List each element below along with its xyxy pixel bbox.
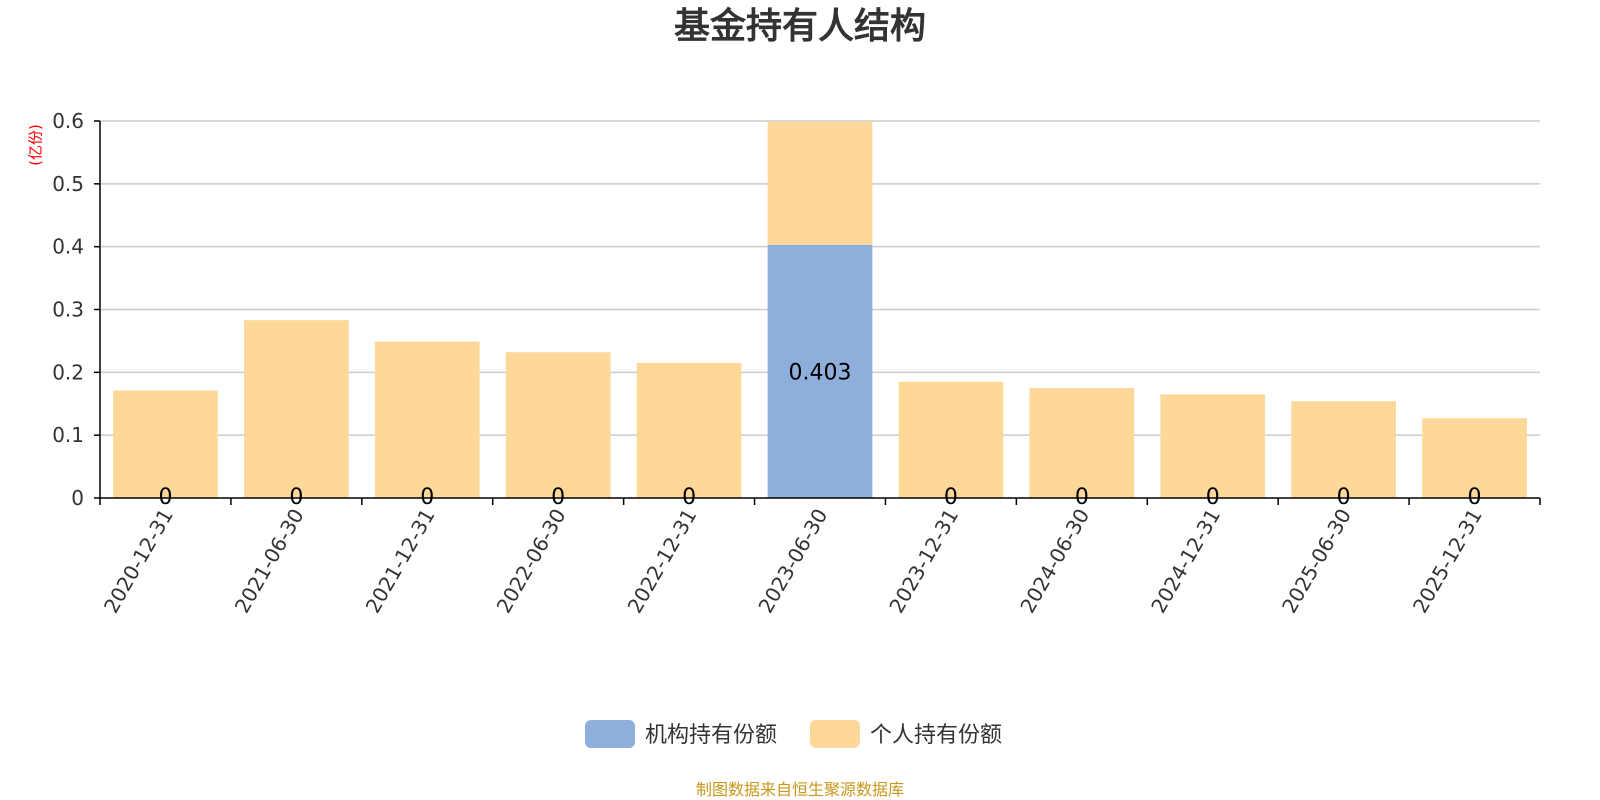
data-label: 0 (551, 485, 565, 510)
y-tick-label: 0.4 (52, 235, 84, 259)
x-tick-label: 2023-12-31 (884, 505, 963, 618)
data-label: 0 (1075, 485, 1089, 510)
data-label: 0 (682, 485, 696, 510)
x-tick-label: 2023-06-30 (753, 505, 832, 618)
y-tick-label: 0.2 (52, 360, 84, 384)
bar-individual-2025-06-30 (1291, 401, 1396, 498)
legend-swatch-institutional[interactable] (585, 720, 635, 748)
x-tick-label: 2024-12-31 (1146, 505, 1225, 618)
y-tick-label: 0.3 (52, 298, 84, 322)
legend-label-institutional: 机构持有份额 (645, 723, 777, 748)
x-tick-label: 2022-06-30 (492, 505, 571, 618)
x-tick-label: 2022-12-31 (623, 505, 702, 618)
chart-title: 基金持有人结构 (674, 5, 926, 47)
bar-individual-2022-06-30 (505, 352, 611, 498)
data-label: 0 (158, 485, 172, 510)
data-label: 0 (1206, 485, 1220, 510)
bar-individual-2022-12-31 (636, 362, 742, 498)
data-label: 0.403 (789, 360, 852, 385)
data-label: 0 (944, 485, 958, 510)
bar-individual-2021-06-30 (244, 320, 349, 498)
y-tick-label: 0.5 (52, 172, 84, 196)
legend-swatch-individual[interactable] (810, 720, 860, 748)
legend-label-individual: 个人持有份额 (870, 723, 1002, 748)
bar-individual-2024-12-31 (1160, 394, 1266, 498)
x-tick-label: 2025-06-30 (1277, 505, 1356, 618)
bar-individual-2021-12-31 (374, 341, 480, 498)
bar-individual-2025-12-31 (1422, 418, 1527, 498)
bar-institutional-2023-06-30 (767, 244, 873, 498)
bar-individual-2024-06-30 (1029, 388, 1135, 498)
data-labels: 0 0 0 0 0 0.403 0 0 0 0 0 (158, 360, 1481, 510)
bar-individual-2020-12-31 (113, 390, 218, 498)
legend: 机构持有份额 个人持有份额 (585, 720, 1002, 748)
data-label: 0 (1468, 485, 1482, 510)
y-tick-label: 0.1 (52, 423, 84, 447)
bar-individual-2023-06-30 (767, 121, 873, 245)
y-tick-label: 0 (71, 486, 84, 510)
x-tick-label: 2024-06-30 (1015, 505, 1094, 618)
bar-individual-2023-12-31 (898, 381, 1004, 498)
bars (113, 121, 1527, 498)
data-label: 0 (420, 485, 434, 510)
x-tick-label: 2020-12-31 (99, 505, 178, 618)
data-label: 0 (1337, 485, 1351, 510)
y-unit-label: (亿份) (27, 124, 45, 166)
data-label: 0 (289, 485, 303, 510)
x-tick-label: 2021-12-31 (361, 504, 440, 617)
source-note: 制图数据来自恒生聚源数据库 (696, 780, 904, 799)
x-tick-label: 2025-12-31 (1408, 505, 1487, 618)
y-tick-label: 0.6 (52, 109, 84, 133)
x-tick-label: 2021-06-30 (230, 505, 309, 618)
